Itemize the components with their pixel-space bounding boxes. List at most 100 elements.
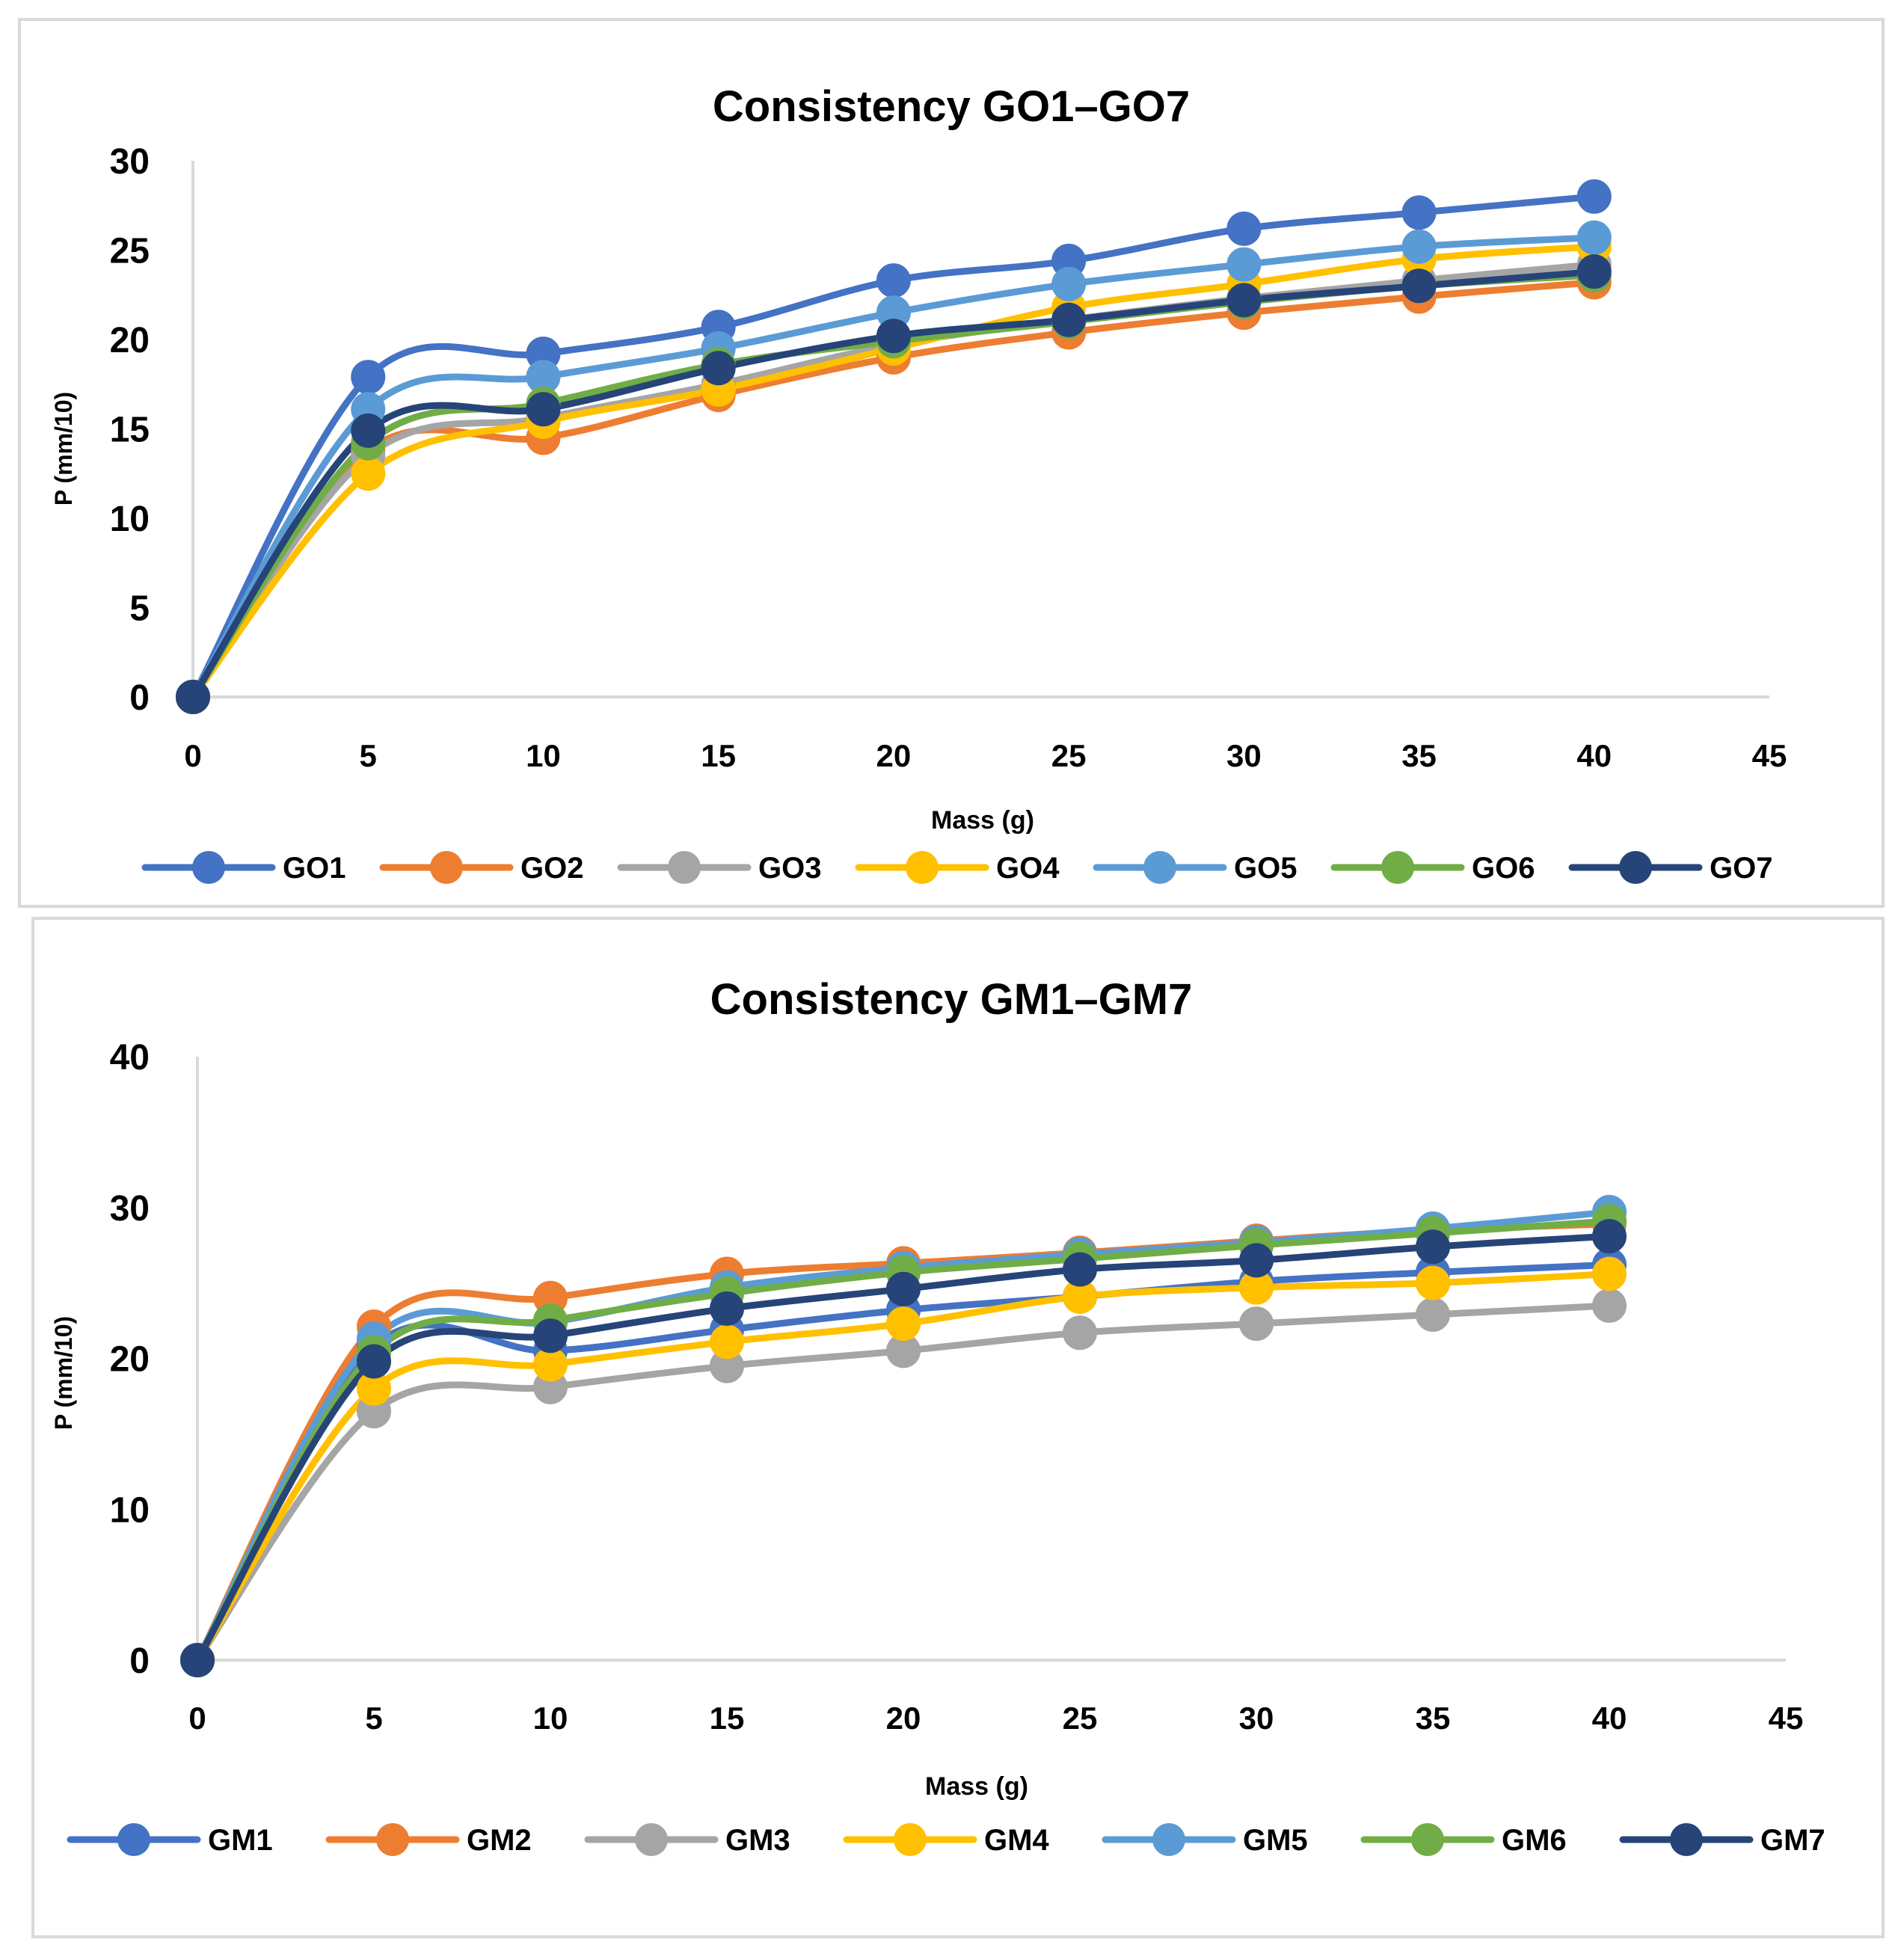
legend-label: GM4 [984,1824,1049,1857]
data-point-go1 [1226,211,1262,246]
x-tick-label: 35 [1401,738,1437,773]
data-point-gm7 [710,1291,744,1326]
chart-frame [18,18,1885,908]
legend-item-go2: GO2 [379,851,583,885]
data-point-gm7 [1416,1229,1450,1265]
axes [196,1057,1786,1662]
legend-label: GM1 [208,1824,273,1857]
y-tick-label: 10 [110,500,150,539]
data-point-go5 [1576,220,1612,255]
x-tick-label: 10 [526,738,561,773]
x-tick-label: 25 [1051,738,1087,773]
data-point-gm3 [1063,1315,1097,1351]
data-point-gm7 [180,1643,215,1677]
y-axis-label: P (mm/10) [50,392,77,506]
x-tick-label: 20 [886,1701,921,1736]
x-tick-label: 5 [365,1701,382,1736]
data-point-gm3 [1592,1288,1627,1323]
data-point-go1 [351,360,386,395]
x-tick-label: 15 [701,738,736,773]
data-point-go5 [1226,247,1262,282]
x-tick-label: 35 [1416,1701,1451,1736]
data-point-go7 [176,680,210,714]
legend-marker [1670,1823,1703,1856]
legend: GO1 GO2 GO3 GO4 GO5 GO6 GO7 [141,851,1772,885]
legend-marker [668,851,701,884]
data-point-go7 [1051,302,1087,337]
legend-marker [117,1823,150,1856]
x-tick-label: 0 [188,1701,206,1736]
data-point-gm4 [710,1324,744,1360]
legend-marker [906,851,939,884]
data-point-gm7 [1592,1219,1627,1254]
data-point-go1 [1576,179,1612,214]
data-point-go7 [876,319,911,354]
legend-marker [1143,851,1176,884]
y-tick-label: 0 [129,678,150,718]
legend-marker [635,1823,668,1856]
data-point-go7 [701,351,736,386]
x-tick-label: 45 [1769,1701,1804,1736]
legend-item-gm1: GM1 [67,1823,273,1857]
data-point-gm4 [1416,1265,1450,1300]
x-tick-label: 0 [184,738,201,773]
series-markers [180,1194,1627,1677]
legend-item-go7: GO7 [1568,851,1772,885]
legend-item-gm4: GM4 [843,1823,1049,1857]
data-point-go1 [876,263,911,298]
x-axis-label: Mass (g) [931,806,1034,835]
data-point-gm4 [1592,1256,1627,1291]
series-markers [176,179,1612,714]
legend-label: GO7 [1710,852,1772,885]
legend-label: GO3 [758,852,821,885]
y-tick-label: 30 [110,1189,150,1229]
data-point-gm3 [1239,1306,1274,1342]
legend-item-go5: GO5 [1093,851,1297,885]
data-point-go1 [1401,195,1437,230]
y-axis-ticks: 0 10 20 30 40 [110,1038,150,1681]
legend-item-gm6: GM6 [1360,1823,1567,1857]
legend-item-go3: GO3 [617,851,821,885]
y-tick-label: 30 [110,142,150,182]
legend-item-gm5: GM5 [1102,1823,1308,1857]
legend-item-gm2: GM2 [325,1823,532,1857]
legend-label: GM2 [467,1824,532,1857]
legend-label: GO1 [283,852,346,885]
legend-label: GM3 [725,1824,790,1857]
data-point-go5 [1051,266,1087,301]
chart-title: Consistency GO1–GO7 [713,82,1190,131]
data-point-gm4 [886,1306,921,1342]
x-tick-label: 25 [1063,1701,1098,1736]
legend-marker [1381,851,1414,884]
data-point-go7 [526,392,561,427]
y-tick-label: 0 [129,1641,150,1681]
legend-marker [192,851,225,884]
legend-item-gm7: GM7 [1619,1823,1825,1857]
y-tick-label: 5 [129,589,150,629]
y-tick-label: 40 [110,1038,150,1078]
y-tick-label: 10 [110,1490,150,1530]
y-tick-label: 20 [110,1340,150,1380]
data-point-gm3 [1416,1297,1450,1332]
legend-marker [1619,851,1652,884]
legend-item-go6: GO6 [1330,851,1535,885]
y-tick-label: 20 [110,321,150,360]
legend-marker [894,1823,927,1856]
y-tick-label: 25 [110,232,150,271]
legend-label: GM6 [1502,1824,1567,1857]
data-point-gm7 [886,1271,921,1306]
legend-marker [1411,1823,1444,1856]
y-axis-ticks: 0 5 10 15 20 25 30 [110,142,150,718]
x-tick-label: 30 [1239,1701,1274,1736]
data-point-go7 [351,413,386,448]
chart-panel-gm: Consistency GM1–GM7 P (mm/10) Mass (g) 0… [31,917,1885,1938]
chart-title: Consistency GM1–GM7 [710,975,1193,1024]
legend-label: GM7 [1760,1824,1825,1857]
data-point-go7 [1226,283,1262,318]
y-tick-label: 15 [110,411,150,450]
x-tick-label: 15 [710,1701,745,1736]
data-point-gm7 [1239,1243,1274,1278]
legend-label: GM5 [1243,1824,1308,1857]
data-point-gm7 [1063,1252,1097,1287]
